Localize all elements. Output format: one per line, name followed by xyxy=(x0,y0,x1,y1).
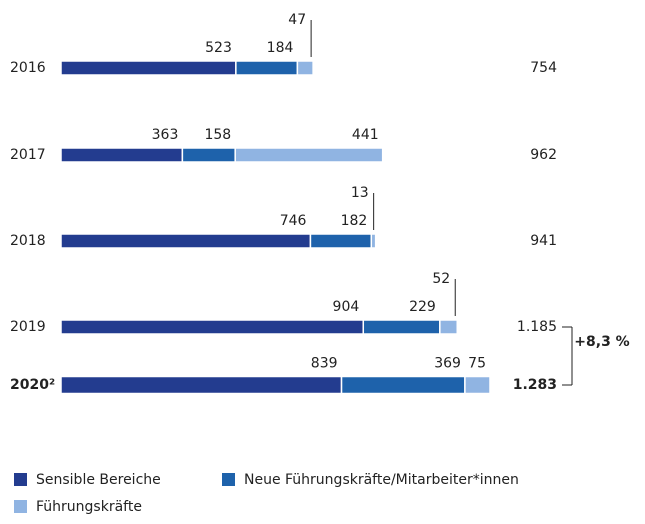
bar-segment xyxy=(60,60,237,76)
bar-segment xyxy=(309,233,373,249)
bar-segment xyxy=(181,147,236,163)
bar-segment xyxy=(340,375,466,395)
value-label: 369 xyxy=(434,356,461,372)
total-label: 1.283 xyxy=(513,377,557,393)
value-label: 184 xyxy=(267,40,294,56)
legend-swatch xyxy=(14,500,27,513)
category-label: 2017 xyxy=(10,147,46,163)
value-label: 523 xyxy=(205,40,232,56)
value-label: 229 xyxy=(409,299,436,315)
total-label: 962 xyxy=(530,147,557,163)
category-label: 2016 xyxy=(10,60,46,76)
category-label: 2018 xyxy=(10,233,46,249)
category-label: 2019 xyxy=(10,319,46,335)
legend-swatch xyxy=(14,473,27,486)
value-label: 904 xyxy=(333,299,360,315)
bar-segment xyxy=(235,60,299,76)
value-label: 47 xyxy=(288,12,306,28)
value-label: 746 xyxy=(280,213,307,229)
legend-swatch xyxy=(222,473,235,486)
bar-segment xyxy=(60,233,312,249)
value-label: 182 xyxy=(341,213,368,229)
value-label: 839 xyxy=(311,356,338,372)
legend-label: Sensible Bereiche xyxy=(36,472,161,488)
bar-segment xyxy=(234,147,384,163)
value-label: 52 xyxy=(432,271,450,287)
legend-label: Führungskräfte xyxy=(36,499,142,515)
bar-segment xyxy=(296,60,314,76)
bar-segment xyxy=(370,233,377,249)
bar-segment xyxy=(439,319,458,335)
value-label: 363 xyxy=(152,127,179,143)
total-label: 1.185 xyxy=(517,319,557,335)
bar-segment xyxy=(362,319,441,335)
value-label: 75 xyxy=(468,356,486,372)
growth-annotation: +8,3 % xyxy=(574,334,629,350)
bar-segment xyxy=(60,319,365,335)
bar-segment xyxy=(60,147,184,163)
total-label: 941 xyxy=(530,233,557,249)
value-label: 13 xyxy=(351,185,369,201)
bar-segment xyxy=(60,375,343,395)
legend-label: Neue Führungskräfte/Mitarbeiter*innen xyxy=(244,472,519,488)
total-label: 754 xyxy=(530,60,557,76)
value-label: 158 xyxy=(204,127,231,143)
bar-segment xyxy=(464,375,491,395)
category-label: 2020² xyxy=(10,377,55,393)
value-label: 441 xyxy=(352,127,379,143)
